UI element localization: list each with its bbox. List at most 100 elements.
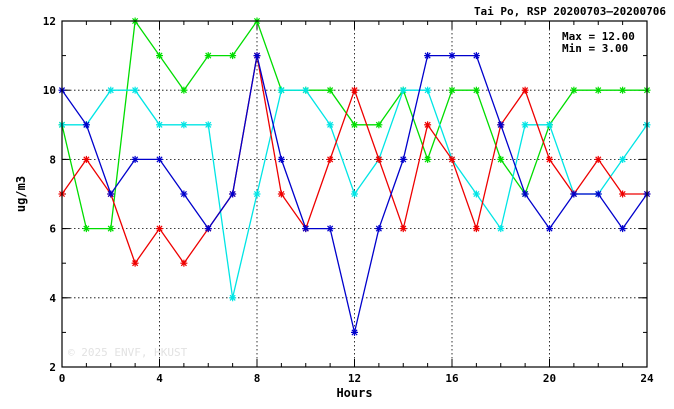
marker-stroke <box>351 121 358 128</box>
marker-stroke <box>253 52 261 59</box>
data-point <box>253 190 261 198</box>
data-point <box>277 86 285 94</box>
y-tick-label: 8 <box>49 153 56 166</box>
data-point <box>156 121 163 129</box>
marker-stroke <box>278 156 285 163</box>
data-point <box>399 225 407 233</box>
data-point <box>424 155 432 163</box>
marker-stroke <box>424 52 431 59</box>
marker-stroke <box>473 190 480 198</box>
data-point <box>302 86 310 94</box>
marker-stroke <box>132 87 139 94</box>
data-point <box>594 155 602 163</box>
marker-stroke <box>302 87 309 94</box>
data-point <box>399 155 407 163</box>
marker-stroke <box>229 294 236 301</box>
data-point <box>448 52 456 60</box>
data-point <box>326 86 334 94</box>
data-point <box>131 86 139 94</box>
data-point <box>326 121 334 129</box>
marker-stroke <box>107 190 114 198</box>
marker-stroke <box>132 260 139 267</box>
data-point <box>497 121 505 129</box>
marker-stroke <box>351 329 358 336</box>
marker-stroke <box>400 87 407 94</box>
chart-title: Tai Po, RSP 20200703–20200706 <box>473 5 666 18</box>
data-point <box>472 86 480 94</box>
marker-stroke <box>497 121 504 128</box>
data-point <box>277 155 285 163</box>
marker-stroke <box>180 260 187 267</box>
x-tick-label: 8 <box>254 372 261 385</box>
marker-stroke <box>327 156 334 163</box>
marker-stroke <box>619 225 626 232</box>
marker-stroke <box>107 87 114 94</box>
marker-stroke <box>278 190 285 198</box>
data-point <box>351 86 358 94</box>
marker-stroke <box>278 87 285 94</box>
y-tick-label: 10 <box>43 84 56 97</box>
marker-stroke <box>448 52 456 59</box>
marker-stroke <box>595 87 602 94</box>
marker-stroke <box>375 121 382 128</box>
data-point <box>521 86 529 94</box>
data-point <box>497 225 505 233</box>
data-point <box>180 121 188 129</box>
data-point <box>472 190 480 198</box>
x-tick-label: 20 <box>543 372 556 385</box>
data-point <box>131 155 139 163</box>
marker-stroke <box>83 156 90 163</box>
marker-stroke <box>302 225 309 232</box>
data-point <box>229 190 237 198</box>
data-point <box>448 86 456 94</box>
data-point <box>594 86 602 94</box>
data-point <box>594 190 602 198</box>
data-point <box>82 225 90 233</box>
data-point <box>351 328 358 336</box>
min-stat: Min = 3.00 <box>562 42 629 55</box>
data-point <box>619 190 627 198</box>
max-stat: Max = 12.00 <box>562 30 635 43</box>
marker-stroke <box>156 156 163 163</box>
y-tick-label: 6 <box>49 223 56 236</box>
data-point <box>619 86 627 94</box>
marker-stroke <box>205 52 212 59</box>
data-point <box>82 155 90 163</box>
marker-stroke <box>229 190 236 198</box>
y-tick-label: 4 <box>49 292 56 305</box>
data-point <box>253 52 261 60</box>
marker-stroke <box>156 121 163 128</box>
marker-stroke <box>546 225 553 232</box>
marker-stroke <box>375 156 382 163</box>
data-point <box>375 225 383 233</box>
data-point <box>546 155 553 163</box>
data-point <box>399 86 407 94</box>
marker-stroke <box>522 87 529 94</box>
marker-stroke <box>327 121 334 128</box>
marker-stroke <box>351 190 358 198</box>
data-point <box>375 155 383 163</box>
marker-stroke <box>229 52 236 59</box>
x-tick-label: 0 <box>59 372 66 385</box>
marker-stroke <box>83 121 90 128</box>
data-point <box>156 52 163 60</box>
y-axis-label: ug/m3 <box>14 176 28 212</box>
data-point <box>351 190 358 198</box>
data-point <box>156 155 163 163</box>
marker-stroke <box>180 87 187 94</box>
data-point <box>472 225 480 233</box>
marker-stroke <box>132 156 139 163</box>
marker-stroke <box>473 52 480 59</box>
marker-stroke <box>497 156 504 163</box>
marker-stroke <box>546 121 553 128</box>
marker-stroke <box>156 225 163 232</box>
marker-stroke <box>424 121 431 128</box>
marker-stroke <box>595 190 602 198</box>
marker-stroke <box>448 156 456 163</box>
x-tick-label: 24 <box>640 372 654 385</box>
marker-stroke <box>522 121 529 128</box>
data-point <box>107 86 115 94</box>
marker-stroke <box>375 225 382 232</box>
marker-stroke <box>546 156 553 163</box>
